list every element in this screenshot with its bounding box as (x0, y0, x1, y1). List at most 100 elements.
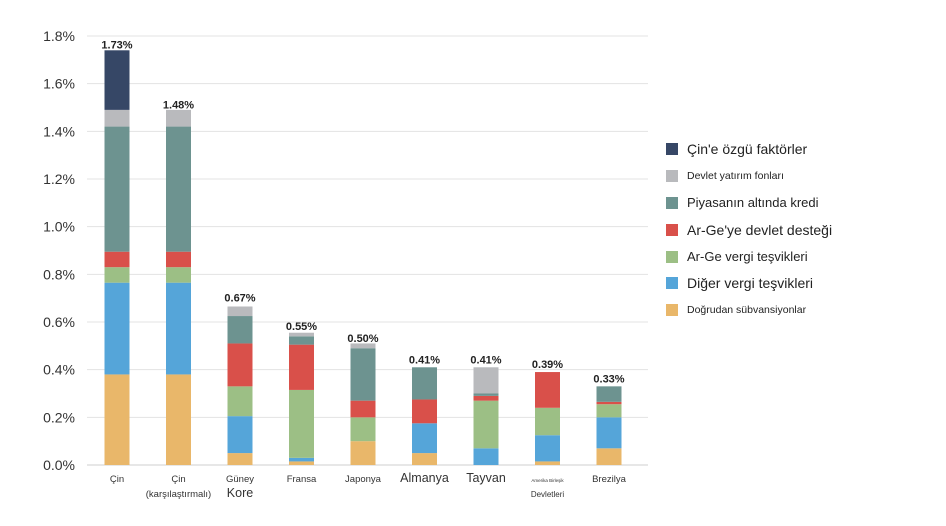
data-label: 0.55% (286, 321, 317, 333)
legend-swatch (666, 170, 678, 183)
bar-segment (596, 417, 622, 449)
bar-segment (227, 316, 253, 344)
bar-segment (350, 400, 376, 418)
bar-segment (166, 374, 191, 465)
y-tick-label: 0.6% (43, 314, 75, 330)
bar-segment (535, 435, 560, 462)
y-tick-label: 0.8% (43, 266, 75, 282)
bar-segment (473, 393, 499, 396)
data-label: 0.41% (470, 354, 501, 366)
legend-swatch (666, 223, 678, 236)
x-tick-label: Almanya (400, 471, 449, 485)
legend-swatch (666, 277, 678, 290)
bar-segment (227, 453, 253, 465)
x-tick-label: Devletleri (531, 490, 565, 499)
legend-label: Çin'e özgü faktörler (687, 141, 808, 158)
bar-segment (104, 374, 130, 465)
legend-swatch (666, 196, 678, 209)
legend-item: Ar-Ge'ye devlet desteği (666, 216, 936, 243)
legend-item: Ar-Ge vergi teşvikleri (666, 243, 936, 270)
bar-segment (289, 344, 314, 390)
legend-label: Devlet yatırım fonları (687, 170, 784, 183)
legend-label: Ar-Ge'ye devlet desteği (687, 221, 833, 238)
y-tick-label: 1.6% (43, 76, 75, 92)
bar-segment (289, 336, 314, 345)
x-tick-label: Fransa (287, 474, 317, 485)
bar-segment (535, 461, 560, 465)
y-tick-label: 1.2% (43, 171, 75, 187)
x-tick-label: Güney (226, 474, 254, 485)
bar-segment (104, 126, 130, 252)
bar-segment (350, 348, 376, 401)
y-tick-label: 0.4% (43, 362, 75, 378)
legend-item: Diğer vergi teşvikleri (666, 270, 936, 297)
bar-segment (289, 457, 314, 462)
legend-label: Diğer vergi teşvikleri (687, 275, 814, 292)
x-tick-label: (karşılaştırmalı) (146, 489, 211, 500)
legend-item: Piyasanın altında kredi (666, 190, 936, 217)
bar-segment (166, 251, 191, 268)
bar-segment (412, 453, 437, 465)
bar-segment (166, 126, 191, 252)
x-tick-label: Japonya (345, 474, 382, 485)
data-label: 0.41% (409, 354, 440, 366)
bar-segment (227, 416, 253, 454)
bar-segment (412, 399, 437, 424)
data-label: 1.48% (163, 99, 194, 111)
bar-segment (227, 306, 253, 317)
x-tick-label: Brezilya (592, 474, 627, 485)
bar-segment (596, 401, 622, 405)
bar-segment (473, 395, 499, 401)
bar-segment (166, 109, 191, 127)
bar-segment (596, 404, 622, 418)
bar-segment (227, 386, 253, 417)
legend-label: Piyasanın altında kredi (687, 195, 819, 211)
x-tick-label: Çin (171, 474, 185, 485)
data-label: 0.67% (224, 292, 255, 304)
chart-legend: Çin'e özgü faktörler Devlet yatırım fonl… (666, 136, 936, 324)
bar-segment (473, 400, 499, 449)
bar-segment (473, 448, 499, 465)
legend-label: Doğrudan sübvansiyonlar (687, 304, 807, 317)
bar-segment (104, 267, 130, 283)
y-tick-label: 0.2% (43, 409, 75, 425)
data-label: 0.39% (532, 359, 563, 371)
legend-item: Doğrudan sübvansiyonlar (666, 297, 936, 324)
bar-segment (289, 461, 314, 465)
bar-segment (166, 282, 191, 375)
legend-item: Çin'e özgü faktörler (666, 136, 936, 163)
x-tick-label: Amerika Birleşik (531, 478, 564, 483)
y-tick-label: 1.8% (43, 28, 75, 44)
bar-segment (289, 332, 314, 337)
bar-segment (104, 282, 130, 375)
bar-segment (596, 386, 622, 402)
bar-segment (596, 448, 622, 465)
y-tick-label: 0.0% (43, 457, 75, 473)
bar-segment (104, 50, 130, 110)
x-tick-label: Tayvan (466, 471, 506, 485)
legend-swatch (666, 304, 678, 317)
legend-swatch (666, 143, 678, 156)
bar-segment (289, 389, 314, 458)
legend-label: Ar-Ge vergi teşvikleri (687, 249, 808, 265)
data-label: 0.33% (593, 373, 624, 385)
bar-segment (350, 417, 376, 442)
bar-segment (412, 423, 437, 454)
y-tick-label: 1.4% (43, 123, 75, 139)
x-tick-label: Kore (227, 486, 253, 500)
bar-segment (535, 407, 560, 436)
bar-segment (350, 441, 376, 465)
bar-segment (104, 109, 130, 127)
bar-segment (227, 343, 253, 387)
bar-segment (350, 343, 376, 349)
x-tick-label: Çin (110, 474, 124, 485)
bar-segment (473, 367, 499, 394)
legend-swatch (666, 250, 678, 263)
bar-segment (535, 372, 560, 408)
data-label: 0.50% (347, 333, 378, 345)
y-tick-label: 1.0% (43, 219, 75, 235)
bar-segment (412, 367, 437, 400)
bar-segment (166, 267, 191, 283)
bar-segment (104, 251, 130, 268)
